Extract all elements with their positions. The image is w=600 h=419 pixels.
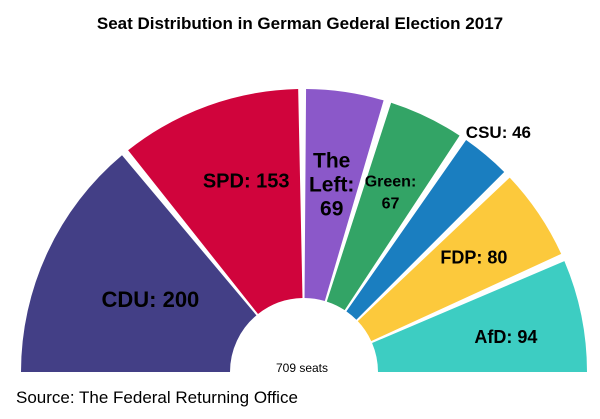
labels-group: CDU: 200 SPD: 153 The Left: 69 Green: 67 CSU: 4… [101,123,537,347]
segment-fdp [357,177,562,342]
label-csu: CSU: 46 [466,123,531,142]
segment-the-left [304,89,384,301]
chart-title: Seat Distribution in German Gederal Elec… [97,14,503,33]
source-note: Source: The Federal Returning Office [16,388,298,407]
label-afd: AfD: 94 [474,327,537,347]
segment-cdu [21,155,257,372]
label-fdp: FDP: 80 [440,248,507,268]
segment-green [326,102,460,311]
segment-afd [372,261,587,372]
label-cdu: CDU: 200 [101,287,199,312]
label-green: Green: 67 [365,173,417,212]
label-the-left: The Left: 69 [309,149,355,220]
segment-spd [128,89,303,315]
label-spd: SPD: 153 [203,171,290,193]
total-seats-label: 709 seats [276,361,328,375]
segment-csu [346,140,505,320]
segments-group [21,89,587,372]
